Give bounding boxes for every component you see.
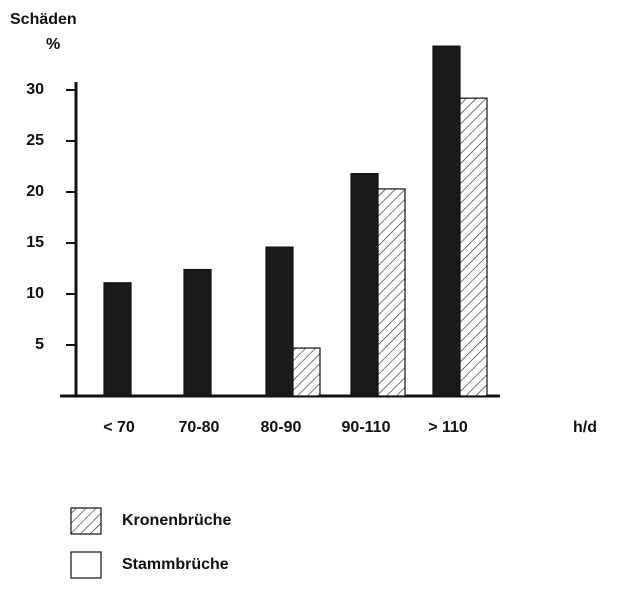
x-axis-label: h/d <box>573 419 597 436</box>
bar <box>459 97 488 397</box>
bar <box>292 347 321 397</box>
bar <box>103 282 132 397</box>
bar <box>265 246 294 397</box>
legend-swatch <box>70 507 102 535</box>
y-tick-label: 20 <box>26 183 44 200</box>
x-tick-label: 90-110 <box>342 419 391 436</box>
y-tick-label: 10 <box>26 285 44 302</box>
bar <box>377 188 406 397</box>
legend-swatch <box>70 551 102 579</box>
x-tick-label: 80-90 <box>261 419 302 436</box>
y-axis-unit: % <box>46 36 60 53</box>
x-tick-label: > 110 <box>428 419 468 436</box>
y-tick-label: 5 <box>35 336 44 353</box>
y-tick-label: 25 <box>26 132 44 149</box>
bar <box>350 173 379 397</box>
legend-label: Kronenbrüche <box>122 512 231 529</box>
x-tick-label: < 70 <box>103 419 135 436</box>
y-tick-label: 15 <box>26 234 44 251</box>
bar <box>183 268 212 397</box>
x-tick-label: 70-80 <box>179 419 220 436</box>
legend-label: Stammbrüche <box>122 556 229 573</box>
y-axis-label: Schäden <box>10 11 77 28</box>
bar <box>432 45 461 397</box>
y-tick-label: 30 <box>26 81 44 98</box>
